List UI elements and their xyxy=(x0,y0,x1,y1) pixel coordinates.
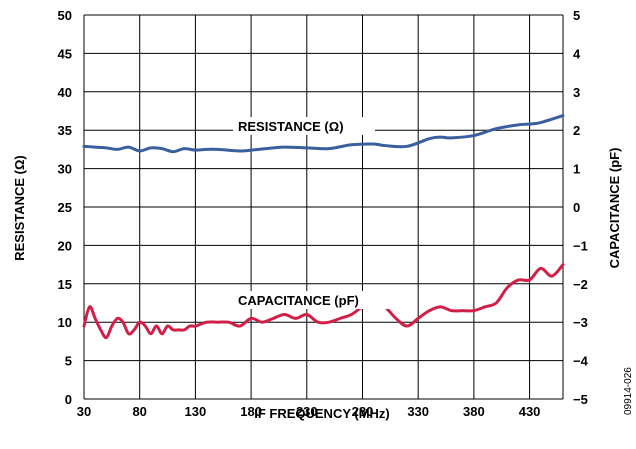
y-axis-title-right: CAPACITANCE (pF) xyxy=(607,148,622,269)
x-tick-label: 280 xyxy=(352,404,374,419)
x-tick-label: 80 xyxy=(132,404,146,419)
y-tick-label-right: −5 xyxy=(573,392,588,407)
y-tick-label-left: 50 xyxy=(58,8,72,23)
y-axis-title-left: RESISTANCE (Ω) xyxy=(12,155,27,261)
y-tick-label-left: 25 xyxy=(58,200,72,215)
y-tick-label-left: 0 xyxy=(65,392,72,407)
y-tick-label-left: 15 xyxy=(58,277,72,292)
y-tick-label-right: 0 xyxy=(573,200,580,215)
y-tick-label-right: 2 xyxy=(573,123,580,138)
y-tick-label-right: −1 xyxy=(573,238,588,253)
series xyxy=(82,114,565,340)
y-tick-label-right: −2 xyxy=(573,277,588,292)
y-tick-label-right: 5 xyxy=(573,8,580,23)
x-tick-label: 430 xyxy=(519,404,541,419)
tick-labels: 30 80 130 180 230 280 330 380 430051015202530354… xyxy=(58,8,589,419)
x-tick-label: 230 xyxy=(296,404,318,419)
x-axis-title: IF FREQUENCY (MHz) xyxy=(254,406,390,421)
y-tick-label-left: 40 xyxy=(58,85,72,100)
capacitance-annotation: CAPACITANCE (pF) xyxy=(238,293,359,308)
y-tick-label-left: 35 xyxy=(58,123,72,138)
resistance-annotation-bg xyxy=(233,117,375,135)
y-tick-label-right: 4 xyxy=(573,46,581,61)
x-tick-label: 380 xyxy=(463,404,485,419)
y-tick-label-right: 1 xyxy=(573,162,580,177)
y-tick-label-left: 10 xyxy=(58,315,72,330)
y-tick-label-left: 5 xyxy=(65,354,72,369)
resistance-annotation: RESISTANCE (Ω) xyxy=(238,119,344,134)
grid xyxy=(83,14,564,400)
x-tick-label: 130 xyxy=(185,404,207,419)
y-tick-label-right: −4 xyxy=(573,354,589,369)
y-tick-label-left: 45 xyxy=(58,46,72,61)
x-tick-label: 180 xyxy=(240,404,262,419)
capacitance-annotation-bg xyxy=(233,291,391,309)
y-tick-label-left: 30 xyxy=(58,162,72,177)
y-tick-label-left: 20 xyxy=(58,238,72,253)
x-tick-label: 30 xyxy=(77,404,91,419)
y-tick-label-right: −3 xyxy=(573,315,588,330)
y-tick-label-right: 3 xyxy=(573,85,580,100)
capacitance-series-line xyxy=(82,263,565,340)
x-tick-label: 330 xyxy=(407,404,429,419)
resistance-series-line xyxy=(82,114,565,154)
figure-code: 09914-026 xyxy=(623,367,634,415)
